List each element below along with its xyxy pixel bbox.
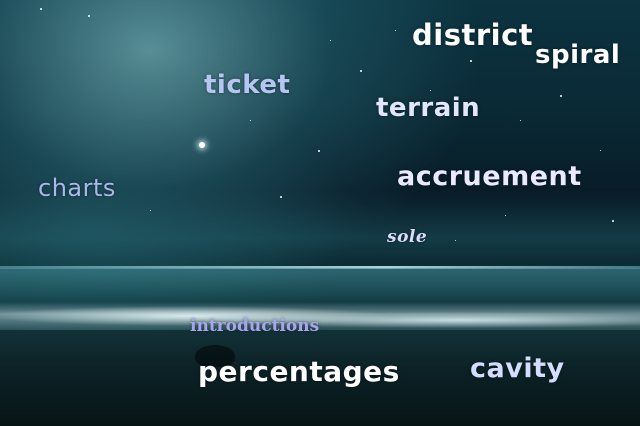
star xyxy=(330,40,331,41)
star xyxy=(520,120,521,121)
star xyxy=(612,220,614,222)
star xyxy=(280,196,282,198)
star xyxy=(505,215,506,216)
star xyxy=(250,120,251,121)
star xyxy=(360,70,362,72)
star xyxy=(560,95,562,97)
wave-foam xyxy=(0,302,640,332)
sea xyxy=(0,268,640,308)
word-cavity: cavity xyxy=(470,353,565,384)
word-ticket: ticket xyxy=(204,70,291,100)
star xyxy=(455,240,456,241)
word-terrain: terrain xyxy=(376,93,481,123)
star xyxy=(430,90,431,91)
word-district: district xyxy=(412,18,534,52)
star xyxy=(395,30,396,31)
word-accruement: accruement xyxy=(397,161,582,192)
bright-star xyxy=(199,142,205,148)
word-percentages: percentages xyxy=(198,355,400,388)
sky-glow-band xyxy=(0,190,640,270)
word-spiral: spiral xyxy=(535,40,621,70)
sand-beach xyxy=(0,330,640,426)
horizon-line xyxy=(0,266,640,269)
beach-rock xyxy=(195,345,235,367)
word-sole: sole xyxy=(387,227,428,247)
star xyxy=(600,150,601,151)
word-introductions: introductions xyxy=(190,316,320,336)
star xyxy=(150,210,151,211)
star xyxy=(40,8,42,10)
star xyxy=(318,150,320,152)
star xyxy=(470,60,472,62)
star xyxy=(88,15,90,17)
word-charts: charts xyxy=(38,174,116,202)
